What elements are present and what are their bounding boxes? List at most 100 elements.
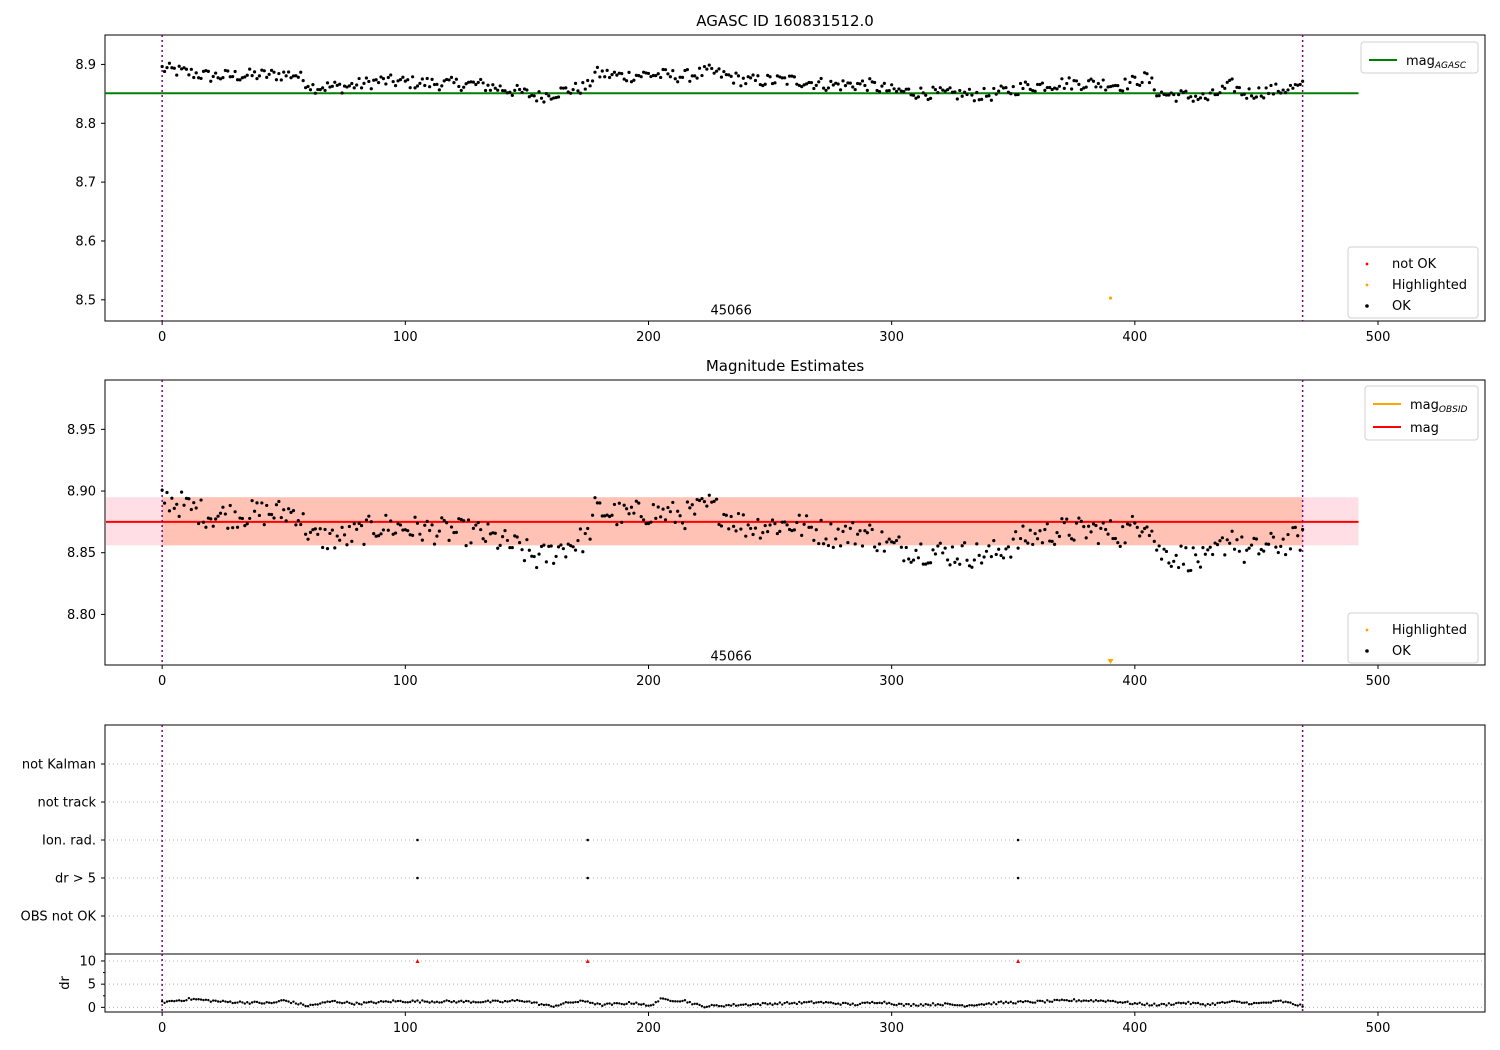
dr-point: [1184, 1002, 1188, 1005]
legend-marker-swatch: [1365, 283, 1369, 287]
ok-point: [469, 80, 473, 84]
ok-point: [821, 86, 826, 90]
ok-point: [724, 73, 728, 77]
ok-point: [1099, 526, 1103, 530]
ok-point: [1242, 92, 1246, 96]
ok-point: [1254, 95, 1259, 99]
ok-point: [1240, 93, 1244, 97]
dr-point: [372, 1001, 375, 1004]
ok-point: [1208, 545, 1212, 549]
dr-point: [357, 1002, 361, 1006]
dr-point: [229, 1000, 232, 1003]
x-tick-label: 0: [158, 674, 166, 689]
ok-point: [921, 562, 925, 566]
dr-point: [888, 1001, 891, 1005]
ok-point: [819, 76, 823, 81]
ok-point: [262, 523, 266, 527]
ok-point: [440, 516, 444, 520]
ok-point: [1283, 91, 1288, 95]
dr-point: [194, 998, 198, 1001]
dr-point: [771, 1003, 774, 1007]
ok-point: [277, 71, 281, 76]
ok-point: [413, 515, 417, 519]
ok-point: [1213, 93, 1217, 97]
ok-point: [586, 78, 590, 83]
ok-point: [496, 88, 500, 92]
ok-point: [1038, 529, 1042, 533]
ok-point: [1223, 86, 1227, 90]
dr-point: [328, 1000, 332, 1004]
ok-point: [277, 499, 281, 504]
dr-point: [992, 1001, 995, 1004]
ok-point: [661, 67, 665, 72]
dr-point: [350, 1002, 354, 1006]
ok-point: [576, 89, 580, 93]
ok-point: [1091, 522, 1096, 526]
dr-point: [807, 1000, 811, 1004]
dr-point: [858, 1002, 862, 1006]
ok-point: [697, 66, 702, 70]
ok-point: [1142, 71, 1147, 75]
dr-point: [875, 1001, 879, 1005]
ok-point: [1215, 543, 1220, 547]
dr-point: [700, 1004, 704, 1008]
ok-point: [992, 538, 996, 543]
ok-point: [756, 517, 760, 522]
ok-point: [206, 69, 210, 73]
dr-point: [676, 1000, 679, 1003]
ok-point: [1009, 92, 1013, 96]
dr-point: [805, 1001, 808, 1004]
ok-point: [194, 71, 198, 75]
ok-point: [931, 548, 935, 552]
ok-point: [1094, 85, 1098, 89]
ok-point: [279, 78, 283, 82]
ok-point: [688, 79, 692, 83]
ok-point: [389, 519, 393, 523]
y-tick-label: 10: [79, 954, 96, 969]
dr-point: [253, 1000, 256, 1003]
ok-point: [620, 520, 624, 524]
dr-point: [1257, 1001, 1261, 1005]
ok-point: [885, 89, 889, 93]
ok-point: [656, 72, 660, 76]
ok-point: [766, 530, 770, 534]
ok-point: [826, 543, 831, 548]
ok-point: [727, 527, 731, 531]
ok-point: [1023, 80, 1028, 84]
dr-point: [1075, 1000, 1078, 1003]
ok-point: [289, 510, 293, 514]
dr-point: [605, 1002, 609, 1005]
ok-point: [503, 528, 507, 533]
dr-point: [980, 1003, 983, 1006]
ok-point: [413, 86, 417, 90]
dr-point: [766, 1003, 769, 1006]
ok-point: [206, 516, 210, 520]
dr-point: [586, 1000, 589, 1003]
dr-point: [542, 1003, 546, 1007]
ok-point: [192, 75, 196, 80]
ok-point: [1237, 549, 1241, 553]
ok-point: [355, 527, 359, 531]
dr-point: [562, 1002, 565, 1005]
ok-point: [1169, 564, 1173, 568]
dr-point: [1160, 1002, 1163, 1006]
dr-point: [1235, 1000, 1239, 1003]
ok-point: [736, 74, 741, 78]
dr-point: [1281, 1001, 1285, 1004]
ok-point: [255, 501, 259, 505]
ok-point: [267, 72, 271, 76]
ok-point: [1196, 97, 1200, 102]
ok-point: [503, 89, 507, 93]
ok-point: [520, 548, 524, 552]
ok-point: [1271, 535, 1276, 539]
dr-point: [1167, 1002, 1171, 1005]
ok-point: [843, 524, 848, 528]
highlighted-point-marker: [1107, 659, 1114, 664]
ok-point: [345, 543, 349, 547]
dr-point: [564, 1001, 568, 1004]
ok-point: [1096, 541, 1100, 546]
ok-point: [262, 69, 266, 73]
dr-point: [1094, 999, 1098, 1002]
dr-point: [715, 1004, 718, 1007]
ok-point: [362, 81, 366, 85]
